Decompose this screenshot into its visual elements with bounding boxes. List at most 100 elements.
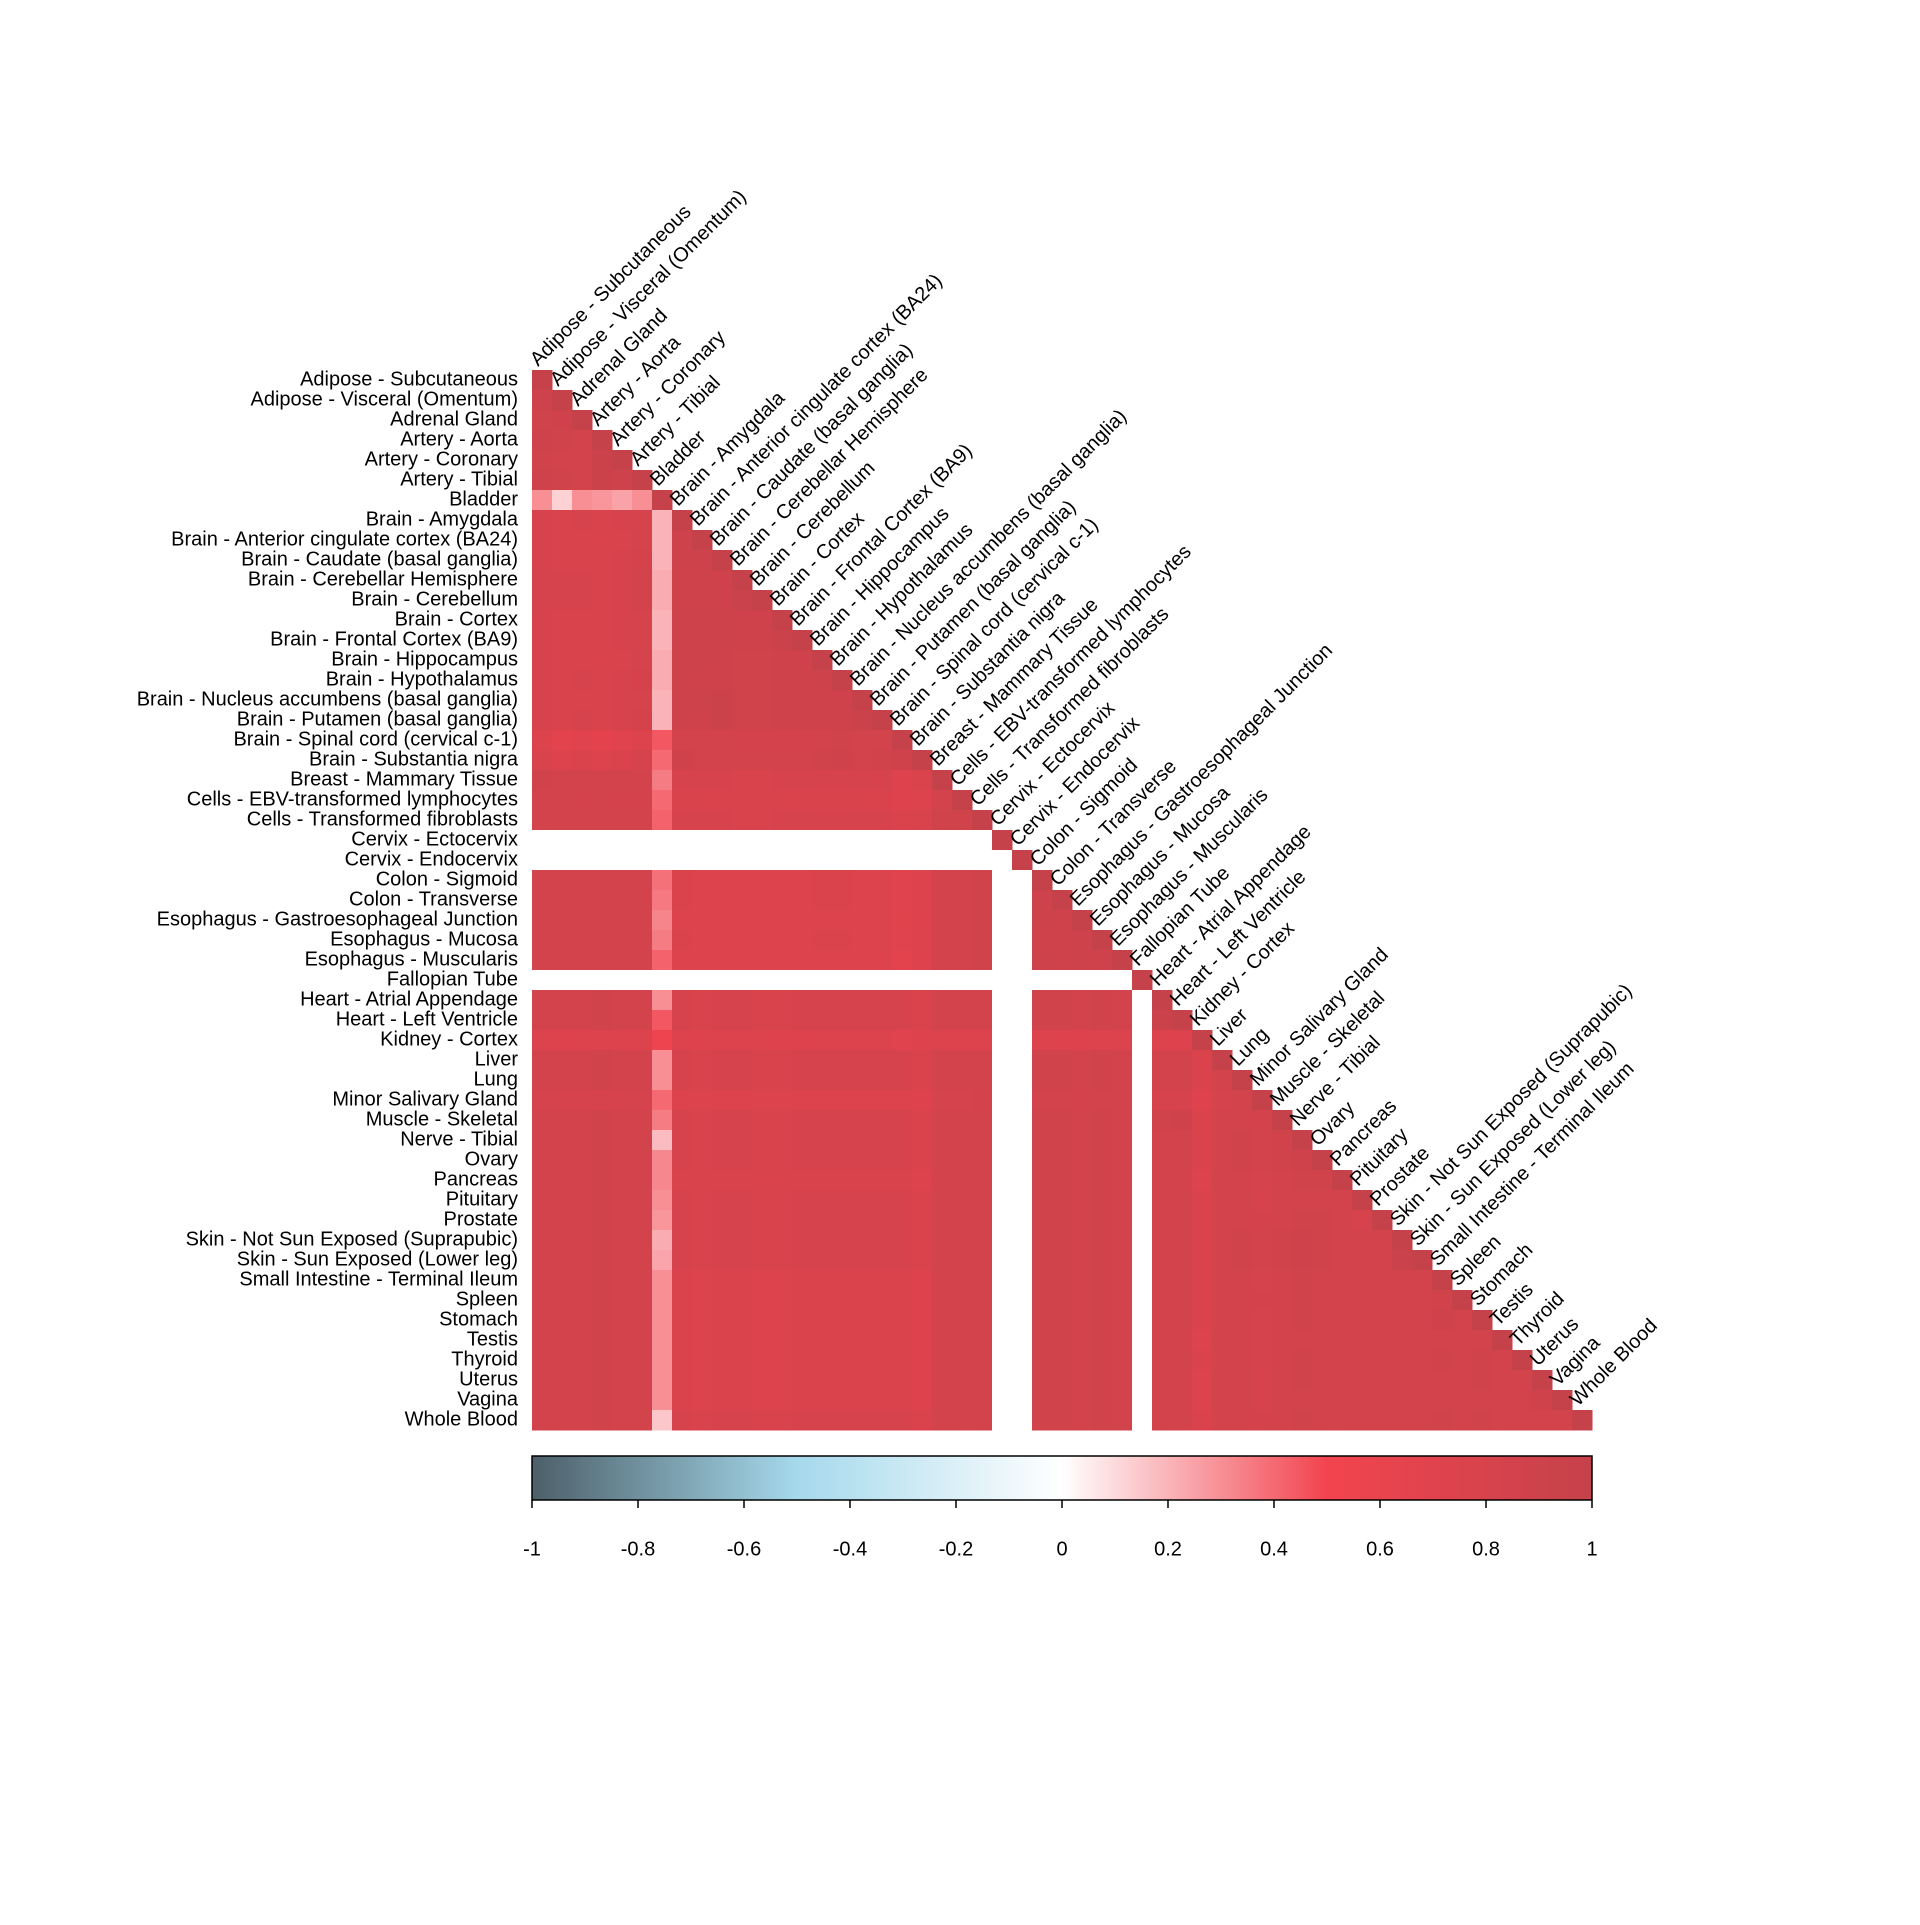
heatmap-cell [1292, 1270, 1313, 1291]
heatmap-cell [812, 810, 833, 831]
heatmap-cell [1392, 1370, 1413, 1391]
heatmap-cell [532, 1370, 553, 1391]
heatmap-cell [1352, 1210, 1373, 1231]
heatmap-cell [712, 1150, 733, 1171]
heatmap-cell [1052, 910, 1073, 931]
row-label: Brain - Putamen (basal ganglia) [237, 708, 518, 730]
heatmap-cell [932, 910, 953, 931]
heatmap-cell [912, 1170, 933, 1191]
heatmap-cell [752, 1310, 773, 1331]
heatmap-cell [672, 930, 693, 951]
heatmap-cell [692, 1310, 713, 1331]
heatmap-cell [852, 1330, 873, 1351]
heatmap-cell [772, 970, 793, 991]
heatmap-cell [1192, 1350, 1213, 1371]
heatmap-cell [652, 1030, 673, 1051]
heatmap-cell [572, 1010, 593, 1031]
heatmap-cell [772, 810, 793, 831]
heatmap-cell [1432, 1350, 1453, 1371]
heatmap-cell [1252, 1130, 1273, 1151]
heatmap-cell [692, 630, 713, 651]
row-label: Brain - Cerebellar Hemisphere [248, 568, 518, 590]
heatmap-cell [532, 1030, 553, 1051]
heatmap-cell [852, 1210, 873, 1231]
heatmap-cell [532, 490, 553, 511]
heatmap-cell [1352, 1350, 1373, 1371]
heatmap-cell [672, 1370, 693, 1391]
heatmap-cell [1192, 1370, 1213, 1391]
heatmap-cell [952, 1150, 973, 1171]
heatmap-cell [752, 710, 773, 731]
heatmap-cell [712, 890, 733, 911]
heatmap-cell [672, 850, 693, 871]
heatmap-cell [712, 1010, 733, 1031]
heatmap-cell [1072, 1070, 1093, 1091]
heatmap-cell [812, 850, 833, 871]
heatmap-cell [812, 1190, 833, 1211]
heatmap-cell [732, 790, 753, 811]
heatmap-cell [1072, 970, 1093, 991]
heatmap-cell [912, 1190, 933, 1211]
heatmap-cell [592, 890, 613, 911]
heatmap-cell [712, 1310, 733, 1331]
heatmap-cell [952, 910, 973, 931]
heatmap-cell [1272, 1150, 1293, 1171]
heatmap-cell [772, 650, 793, 671]
heatmap-cell [832, 1110, 853, 1131]
heatmap-cell [892, 970, 913, 991]
heatmap-cell [672, 710, 693, 731]
heatmap-cell [732, 990, 753, 1011]
heatmap-cell [792, 990, 813, 1011]
heatmap-cell [992, 1270, 1013, 1291]
heatmap-cell [1012, 1090, 1033, 1111]
heatmap-cell [1292, 1170, 1313, 1191]
heatmap-cell [1072, 1110, 1093, 1131]
heatmap-cell [552, 1090, 573, 1111]
heatmap-cell [852, 1250, 873, 1271]
heatmap-cell [992, 1130, 1013, 1151]
heatmap-cell [552, 1330, 573, 1351]
heatmap-cell [1072, 1410, 1093, 1431]
heatmap-cell [1352, 1290, 1373, 1311]
heatmap-cell [572, 830, 593, 851]
heatmap-cell [772, 1270, 793, 1291]
heatmap-cell [992, 1290, 1013, 1311]
heatmap-cell [672, 1290, 693, 1311]
heatmap-cell [1232, 1090, 1253, 1111]
heatmap-cell [1152, 1050, 1173, 1071]
heatmap-cell [892, 1230, 913, 1251]
heatmap-cell [632, 1370, 653, 1391]
heatmap-cell [852, 1390, 873, 1411]
heatmap-cell [1012, 1230, 1033, 1251]
heatmap-cell [592, 1150, 613, 1171]
heatmap-cell [532, 550, 553, 571]
heatmap-cell [1172, 1250, 1193, 1271]
heatmap-cell [1012, 970, 1033, 991]
heatmap-cell [972, 1350, 993, 1371]
heatmap-cell [692, 530, 713, 551]
heatmap-cell [752, 1390, 773, 1411]
heatmap-cell [732, 950, 753, 971]
heatmap-cell [912, 1250, 933, 1271]
heatmap-cell [1432, 1310, 1453, 1331]
heatmap-cell [1292, 1330, 1313, 1351]
heatmap-cell [712, 610, 733, 631]
row-label: Kidney - Cortex [380, 1028, 518, 1050]
heatmap-cell [792, 750, 813, 771]
heatmap-cell [712, 590, 733, 611]
heatmap-cell [632, 1190, 653, 1211]
heatmap-cell [1292, 1190, 1313, 1211]
heatmap-cell [692, 1250, 713, 1271]
heatmap-cell [1052, 1010, 1073, 1031]
heatmap-cell [632, 1010, 653, 1031]
heatmap-cell [792, 670, 813, 691]
heatmap-cell [752, 1010, 773, 1031]
heatmap-cell [632, 1150, 653, 1171]
heatmap-cell [1192, 1410, 1213, 1431]
heatmap-cell [712, 670, 733, 691]
heatmap-cell [1152, 1150, 1173, 1171]
heatmap-cell [1292, 1150, 1313, 1171]
heatmap-cell [1012, 1370, 1033, 1391]
heatmap-cell [1312, 1290, 1333, 1311]
heatmap-cell [672, 1310, 693, 1331]
